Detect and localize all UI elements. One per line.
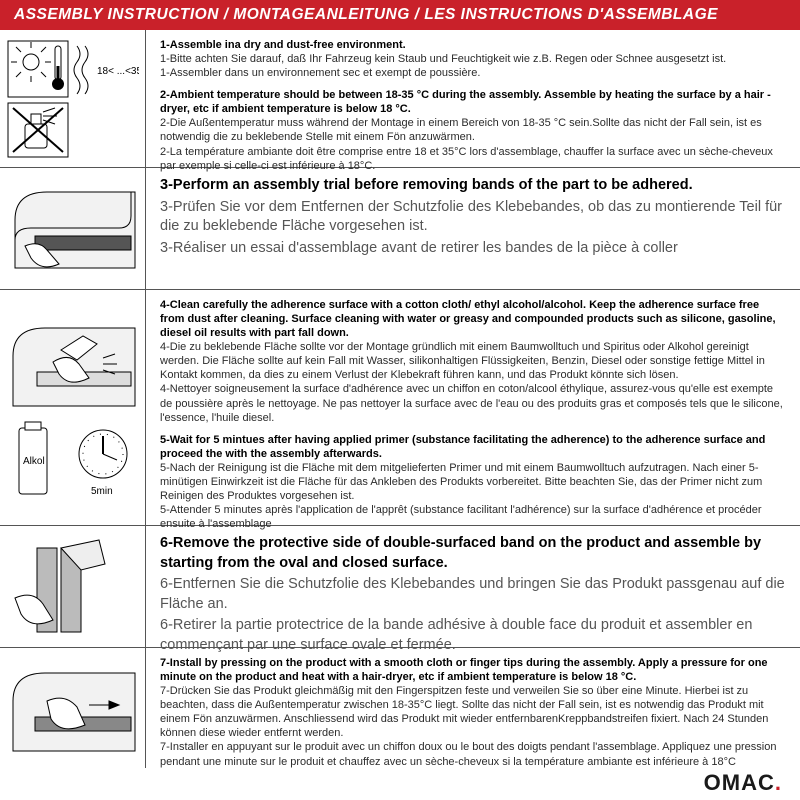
row-2: 3-Perform an assembly trial before remov… [0, 168, 800, 290]
step-6-en: 6-Remove the protective side of double-s… [160, 534, 786, 573]
alcohol-label: Alkol [23, 456, 45, 467]
step-3-de: 3-Prüfen Sie vor dem Entfernen der Schut… [160, 198, 786, 237]
row-5: 7-Install by pressing on the product wit… [0, 648, 800, 768]
figure-peel [0, 526, 146, 647]
press-install-icon [7, 655, 139, 761]
step-7-fr: 7-Installer en appuyant sur le produit a… [160, 740, 786, 768]
row-3-text: 4-Clean carefully the adherence surface … [146, 290, 800, 525]
step-1-fr: 1-Assembler dans un environnement sec et… [160, 66, 786, 80]
step-2-de: 2-Die Außentemperatur muss während der M… [160, 116, 786, 144]
step-4-fr: 4-Nettoyer soigneusement la surface d'ad… [160, 382, 786, 424]
step-4-de: 4-Die zu beklebende Fläche sollte vor de… [160, 340, 786, 382]
step-2: 2-Ambient temperature should be between … [160, 88, 786, 172]
step-4: 4-Clean carefully the adherence surface … [160, 298, 786, 425]
row-1: 18< ...<35 C 1-Assemble ina dry and dust… [0, 30, 800, 168]
figure-press [0, 648, 146, 768]
door-sill-icon [7, 176, 139, 282]
no-spray-icon [7, 102, 139, 158]
figure-clean-wait: Alkol 5min [0, 290, 146, 525]
figure-environment: 18< ...<35 C [0, 30, 146, 167]
row-4-text: 6-Remove the protective side of double-s… [146, 526, 800, 647]
step-6: 6-Remove the protective side of double-s… [160, 534, 786, 655]
alcohol-clock-icon: Alkol 5min [7, 420, 139, 506]
wait-label: 5min [91, 486, 113, 497]
step-5: 5-Wait for 5 mintues after having applie… [160, 433, 786, 532]
step-1-en: 1-Assemble ina dry and dust-free environ… [160, 38, 786, 52]
page-title: ASSEMBLY INSTRUCTION / MONTAGEANLEITUNG … [14, 6, 718, 23]
step-7-en: 7-Install by pressing on the product wit… [160, 656, 786, 684]
logo-text: OMAC [704, 770, 775, 795]
step-3-fr: 3-Réaliser un essai d'assemblage avant d… [160, 239, 786, 259]
peel-tape-icon [7, 534, 139, 640]
step-5-de: 5-Nach der Reinigung ist die Fläche mit … [160, 461, 786, 503]
step-7-de: 7-Drücken Sie das Produkt gleichmäßig mi… [160, 684, 786, 740]
instruction-rows: 18< ...<35 C 1-Assemble ina dry and dust… [0, 30, 800, 770]
row-5-text: 7-Install by pressing on the product wit… [146, 648, 800, 768]
step-3-en: 3-Perform an assembly trial before remov… [160, 176, 786, 196]
row-2-text: 3-Perform an assembly trial before remov… [146, 168, 800, 289]
step-4-en: 4-Clean carefully the adherence surface … [160, 298, 786, 340]
title-bar: ASSEMBLY INSTRUCTION / MONTAGEANLEITUNG … [0, 0, 800, 30]
row-3: Alkol 5min 4-Clean carefully the adheren… [0, 290, 800, 526]
row-4: 6-Remove the protective side of double-s… [0, 526, 800, 648]
cleaning-icon [7, 310, 139, 416]
logo-dot-icon: . [775, 770, 782, 795]
sun-thermo-icon: 18< ...<35 C [7, 40, 139, 98]
step-5-en: 5-Wait for 5 mintues after having applie… [160, 433, 786, 461]
temp-label: 18< ...<35 C [97, 66, 139, 77]
figure-trial [0, 168, 146, 289]
brand-logo: OMAC. [704, 770, 782, 796]
row-1-text: 1-Assemble ina dry and dust-free environ… [146, 30, 800, 167]
step-2-en: 2-Ambient temperature should be between … [160, 88, 786, 116]
step-1-de: 1-Bitte achten Sie darauf, daß Ihr Fahrz… [160, 52, 786, 66]
step-7: 7-Install by pressing on the product wit… [160, 656, 786, 769]
step-6-de: 6-Entfernen Sie die Schutzfolie des Kleb… [160, 575, 786, 614]
step-3: 3-Perform an assembly trial before remov… [160, 176, 786, 258]
step-1: 1-Assemble ina dry and dust-free environ… [160, 38, 786, 80]
